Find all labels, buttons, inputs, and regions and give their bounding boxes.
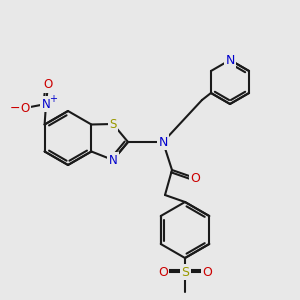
Text: −: − bbox=[10, 101, 20, 115]
Text: O: O bbox=[190, 172, 200, 184]
Text: O: O bbox=[20, 101, 30, 115]
Text: O: O bbox=[202, 266, 212, 278]
Text: N: N bbox=[109, 154, 117, 166]
Text: O: O bbox=[158, 266, 168, 278]
Text: N: N bbox=[158, 136, 168, 148]
Text: S: S bbox=[181, 266, 189, 278]
Text: O: O bbox=[44, 79, 52, 92]
Text: N: N bbox=[42, 98, 50, 110]
Text: N: N bbox=[225, 53, 235, 67]
Text: +: + bbox=[49, 94, 57, 104]
Text: S: S bbox=[109, 118, 117, 130]
